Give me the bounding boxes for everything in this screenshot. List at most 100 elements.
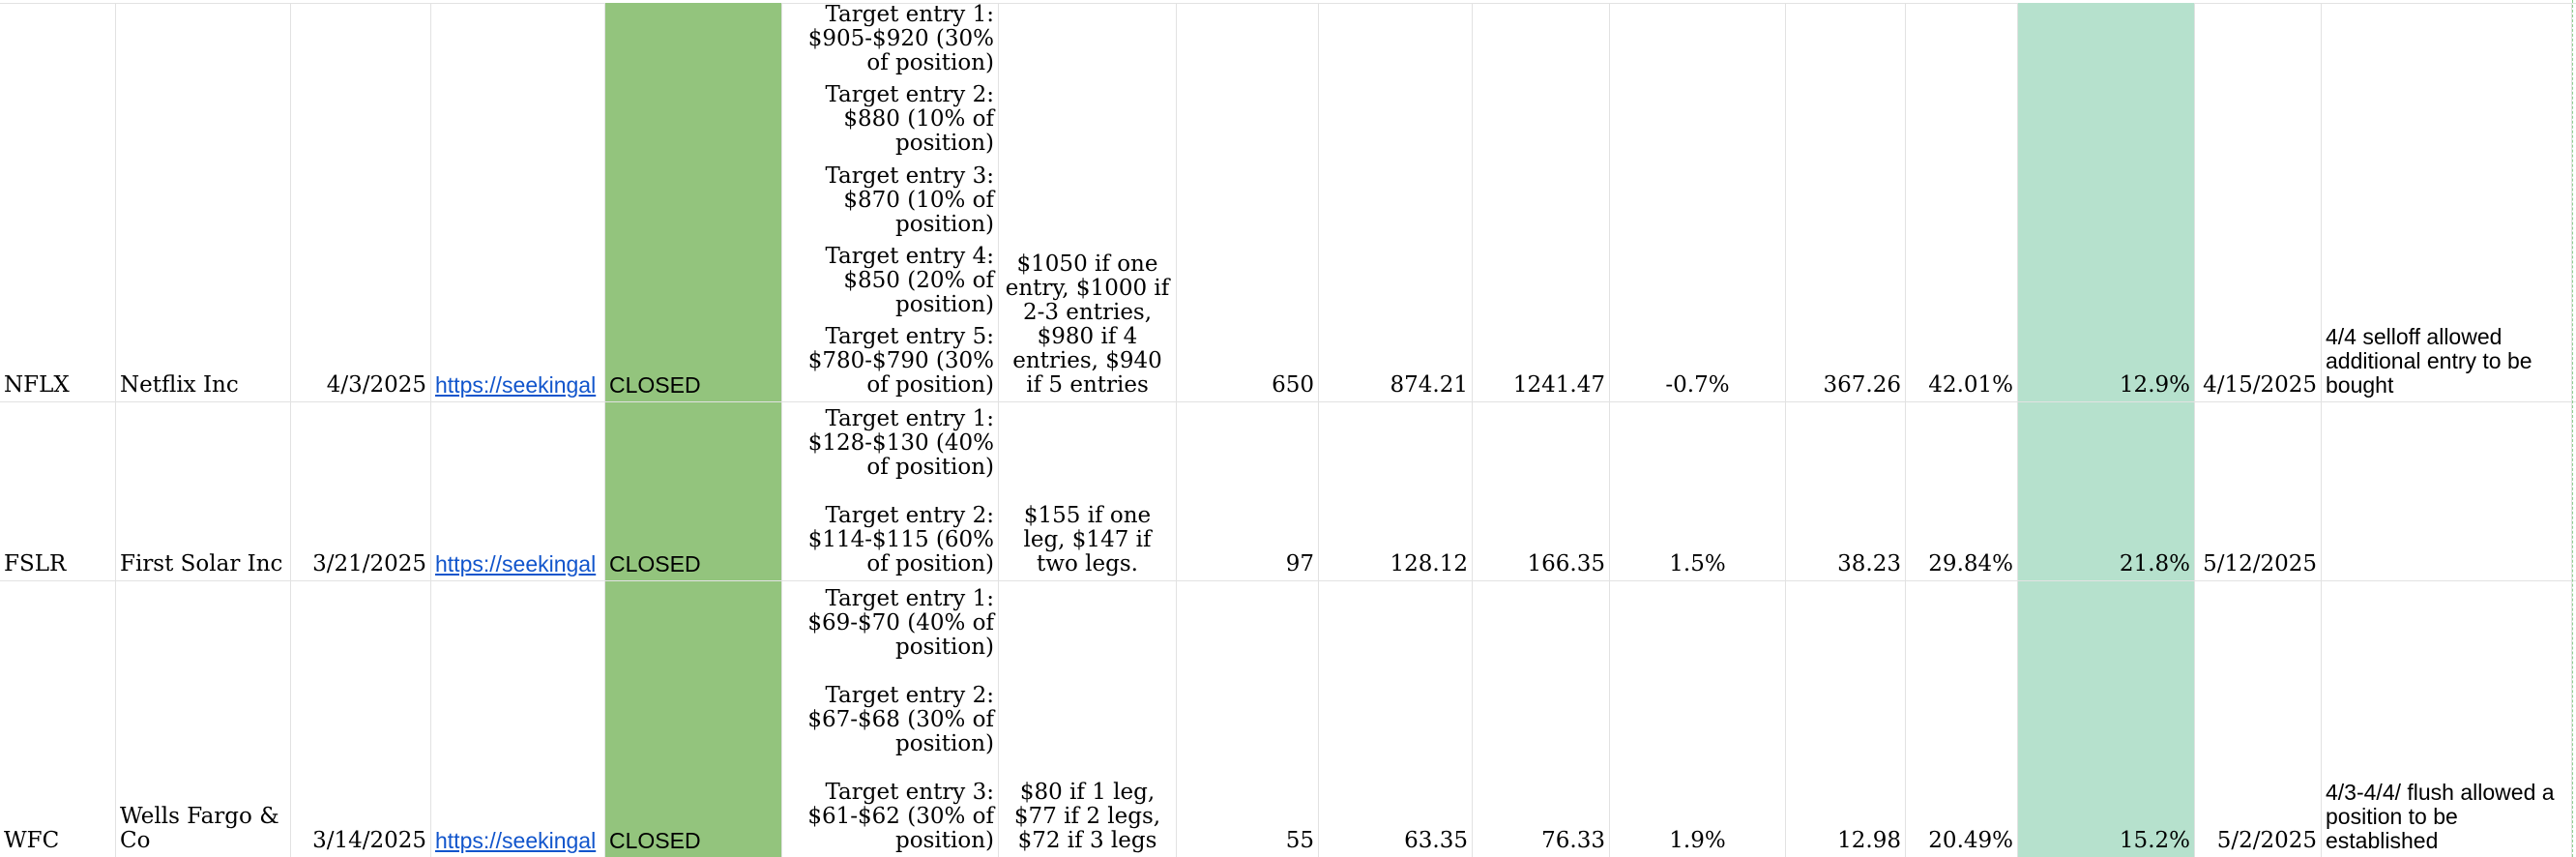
shares-text: 650 [1272, 372, 1314, 398]
status-text: CLOSED [609, 828, 701, 853]
highlight-pct-cell[interactable]: 12.9% [2018, 3, 2195, 401]
ticker-cell[interactable]: WFC [0, 581, 116, 857]
close-date-cell[interactable]: 5/2/2025 [2195, 581, 2322, 857]
shares-cell[interactable]: 55 [1177, 581, 1319, 857]
ticker-text: FSLR [4, 551, 67, 576]
company-cell[interactable]: Wells Fargo & Co [116, 581, 291, 857]
exit-target-cell[interactable]: $1050 if one entry, $1000 if 2-3 entries… [999, 3, 1177, 401]
gain-pct-text: 42.01% [1928, 372, 2013, 398]
link-cell[interactable]: https://seekingal [431, 581, 605, 857]
exit-target-text: $1050 if one entry, $1000 if 2-3 entries… [1005, 251, 1170, 398]
highlight-pct-text: 12.9% [2119, 372, 2190, 398]
exit-price-cell[interactable]: 76.33 [1473, 581, 1610, 857]
gain-text: 367.26 [1823, 372, 1901, 398]
exit-price-text: 76.33 [1541, 828, 1605, 853]
gain-cell[interactable]: 38.23 [1786, 402, 1906, 580]
article-link[interactable]: https://seekingal [435, 372, 597, 398]
notes-cell[interactable]: 4/3-4/4/ flush allowed a position to be … [2322, 581, 2572, 857]
notes-cell[interactable] [2322, 402, 2572, 580]
header-divider [0, 0, 2576, 4]
gain-cell[interactable]: 367.26 [1786, 3, 1906, 401]
gain-text: 38.23 [1837, 551, 1901, 576]
entries-cell[interactable]: Target entry 1: $128-$130 (40% of positi… [782, 402, 999, 580]
entry-price-cell[interactable]: 874.21 [1319, 3, 1473, 401]
status-cell[interactable]: CLOSED [605, 3, 782, 401]
target-entry: Target entry 2: $114-$115 (60% of positi… [807, 503, 994, 576]
ticker-cell[interactable]: FSLR [0, 402, 116, 580]
table-row: WFC Wells Fargo & Co 3/14/2025 https://s… [0, 581, 2576, 857]
exit-price-text: 166.35 [1527, 551, 1605, 576]
small-pct-cell[interactable]: 1.5% [1610, 402, 1786, 580]
company-cell[interactable]: First Solar Inc [116, 402, 291, 580]
exit-price-cell[interactable]: 166.35 [1473, 402, 1610, 580]
notes-text: 4/3-4/4/ flush allowed a position to be … [2326, 780, 2555, 853]
entry-price-text: 874.21 [1390, 372, 1468, 398]
article-link[interactable]: https://seekingal [435, 551, 597, 576]
highlight-pct-cell[interactable]: 15.2% [2018, 581, 2195, 857]
company-text: First Solar Inc [120, 551, 283, 576]
date-text: 3/14/2025 [312, 828, 426, 853]
link-cell[interactable]: https://seekingal [431, 402, 605, 580]
target-entry: Target entry 4: $850 (20% of position) [825, 243, 995, 317]
gain-pct-text: 29.84% [1928, 551, 2013, 576]
highlight-pct-cell[interactable]: 21.8% [2018, 402, 2195, 580]
date-cell[interactable]: 4/3/2025 [291, 3, 431, 401]
company-cell[interactable]: Netflix Inc [116, 3, 291, 401]
entry-price-cell[interactable]: 63.35 [1319, 581, 1473, 857]
status-text: CLOSED [609, 372, 701, 398]
small-pct-text: 1.5% [1669, 551, 1726, 576]
close-date-cell[interactable]: 4/15/2025 [2195, 3, 2322, 401]
ticker-cell[interactable]: NFLX [0, 3, 116, 401]
gain-pct-text: 20.49% [1928, 828, 2013, 853]
gain-pct-cell[interactable]: 29.84% [1906, 402, 2018, 580]
exit-price-cell[interactable]: 1241.47 [1473, 3, 1610, 401]
highlight-pct-text: 15.2% [2119, 828, 2190, 853]
exit-target-cell[interactable]: $155 if one leg, $147 if two legs. [999, 402, 1177, 580]
exit-target-text: $155 if one leg, $147 if two legs. [1023, 503, 1152, 576]
shares-cell[interactable]: 97 [1177, 402, 1319, 580]
status-cell[interactable]: CLOSED [605, 581, 782, 857]
entries-cell[interactable]: Target entry 1: $69-$70 (40% of position… [782, 581, 999, 857]
status-cell[interactable]: CLOSED [605, 402, 782, 580]
ticker-text: NFLX [4, 372, 70, 398]
notes-cell[interactable]: 4/4 selloff allowed additional entry to … [2322, 3, 2572, 401]
shares-text: 97 [1285, 551, 1314, 576]
close-date-text: 4/15/2025 [2203, 372, 2317, 398]
date-cell[interactable]: 3/14/2025 [291, 581, 431, 857]
article-link[interactable]: https://seekingal [435, 828, 597, 853]
entry-price-text: 128.12 [1390, 551, 1468, 576]
target-entry: Target entry 1: $69-$70 (40% of position… [807, 586, 994, 660]
table-row: FSLR First Solar Inc 3/21/2025 https://s… [0, 402, 2576, 581]
gain-pct-cell[interactable]: 20.49% [1906, 581, 2018, 857]
entries-cell[interactable]: Target entry 1: $905-$920 (30% of positi… [782, 3, 999, 401]
highlight-pct-text: 21.8% [2119, 551, 2190, 576]
small-pct-cell[interactable]: -0.7% [1610, 3, 1786, 401]
exit-target-cell[interactable]: $80 if 1 leg, $77 if 2 legs, $72 if 3 le… [999, 581, 1177, 857]
date-cell[interactable]: 3/21/2025 [291, 402, 431, 580]
gain-pct-cell[interactable]: 42.01% [1906, 3, 2018, 401]
exit-target-text: $80 if 1 leg, $77 if 2 legs, $72 if 3 le… [1013, 780, 1161, 853]
shares-cell[interactable]: 650 [1177, 3, 1319, 401]
small-pct-cell[interactable]: 1.9% [1610, 581, 1786, 857]
target-entry: Target entry 3: $870 (10% of position) [825, 163, 995, 237]
gain-text: 12.98 [1837, 828, 1901, 853]
gain-cell[interactable]: 12.98 [1786, 581, 1906, 857]
target-entry: Target entry 2: $67-$68 (30% of position… [807, 683, 994, 756]
entry-spacer [786, 660, 994, 684]
close-date-text: 5/12/2025 [2203, 551, 2317, 576]
target-entry: Target entry 3: $61-$62 (30% of position… [807, 780, 994, 853]
close-date-cell[interactable]: 5/12/2025 [2195, 402, 2322, 580]
status-text: CLOSED [609, 551, 701, 576]
selection-border [2572, 0, 2574, 857]
company-text: Netflix Inc [120, 372, 239, 398]
ticker-text: WFC [4, 828, 60, 853]
target-entry: Target entry 5: $780-$790 (30% of positi… [807, 324, 994, 398]
close-date-text: 5/2/2025 [2216, 828, 2317, 853]
small-pct-text: -0.7% [1665, 372, 1730, 398]
small-pct-text: 1.9% [1669, 828, 1726, 853]
exit-price-text: 1241.47 [1512, 372, 1605, 398]
shares-text: 55 [1285, 828, 1314, 853]
link-cell[interactable]: https://seekingal [431, 3, 605, 401]
entry-price-cell[interactable]: 128.12 [1319, 402, 1473, 580]
